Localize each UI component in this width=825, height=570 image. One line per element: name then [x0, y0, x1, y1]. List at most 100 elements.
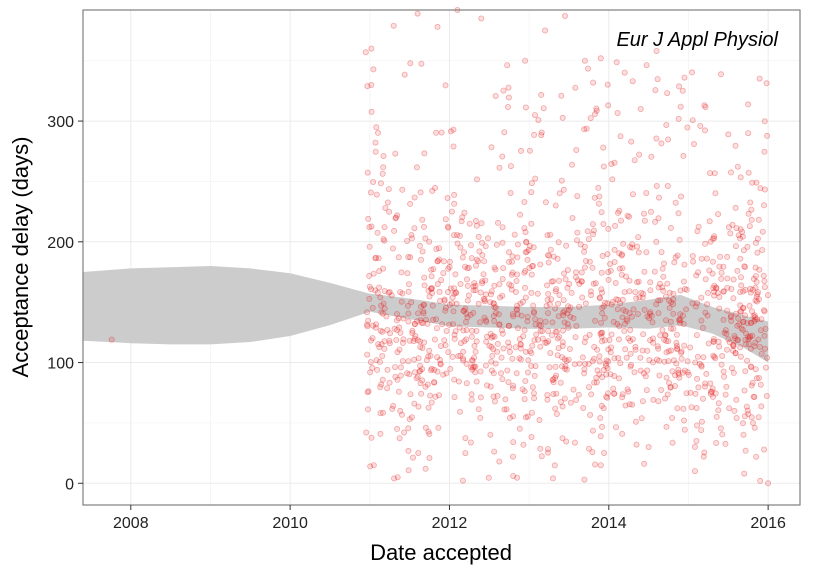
data-point [414, 337, 421, 344]
data-point [368, 108, 375, 115]
data-point [428, 266, 435, 273]
data-point [741, 263, 748, 270]
data-point [473, 327, 480, 334]
data-point [707, 388, 714, 395]
data-point [472, 363, 479, 370]
data-point [674, 346, 681, 353]
data-point [377, 327, 384, 334]
data-point [485, 474, 492, 481]
data-point [644, 347, 651, 354]
data-point [393, 336, 400, 343]
data-point [745, 341, 752, 348]
data-point [539, 335, 546, 342]
data-point [364, 83, 371, 90]
data-point [737, 226, 744, 233]
data-point [749, 332, 756, 339]
data-point [499, 275, 506, 282]
data-point [740, 304, 747, 311]
data-point [761, 278, 768, 285]
data-point [569, 214, 576, 221]
data-point [716, 305, 723, 312]
data-point [725, 336, 732, 343]
data-point [722, 440, 729, 447]
data-point [419, 320, 426, 327]
data-point [404, 302, 411, 309]
data-point [450, 232, 457, 239]
data-point [597, 433, 604, 440]
data-point [383, 313, 390, 320]
data-point [489, 333, 496, 340]
data-point [613, 296, 620, 303]
data-point [534, 336, 541, 343]
data-point [711, 288, 718, 295]
data-point [379, 310, 386, 317]
data-point [753, 179, 760, 186]
data-point [678, 193, 685, 200]
data-point [592, 280, 599, 287]
data-point [623, 354, 630, 361]
data-point [718, 71, 725, 78]
data-point [470, 283, 477, 290]
data-point [572, 274, 579, 281]
data-point [752, 297, 759, 304]
data-point [417, 317, 424, 324]
data-point [499, 376, 506, 383]
data-point [596, 295, 603, 302]
data-point [649, 319, 656, 326]
data-point [522, 249, 529, 256]
data-point [696, 360, 703, 367]
data-point [645, 443, 652, 450]
data-point [702, 127, 709, 134]
data-point [419, 216, 426, 223]
data-point [734, 337, 741, 344]
data-point [657, 297, 664, 304]
data-point [505, 322, 512, 329]
data-point [745, 130, 752, 137]
data-point [510, 313, 517, 320]
data-point [108, 336, 115, 343]
data-point [576, 303, 583, 310]
data-point [522, 377, 529, 384]
data-point [393, 310, 400, 317]
data-point [590, 280, 597, 287]
data-point [579, 294, 586, 301]
data-point [526, 264, 533, 271]
data-point [435, 424, 442, 431]
data-point [372, 287, 379, 294]
data-point [744, 407, 751, 414]
data-point [388, 292, 395, 299]
data-point [529, 342, 536, 349]
data-point [404, 237, 411, 244]
data-point [756, 296, 763, 303]
data-point [508, 258, 515, 265]
data-point [585, 236, 592, 243]
data-point [755, 289, 762, 296]
data-point [364, 169, 371, 176]
data-point [710, 338, 717, 345]
data-point [627, 337, 634, 344]
data-point [673, 339, 680, 346]
data-point [564, 284, 571, 291]
data-point [552, 288, 559, 295]
data-point [442, 307, 449, 314]
data-point [415, 355, 422, 362]
data-point [555, 345, 562, 352]
data-point [408, 231, 415, 238]
data-point [692, 303, 699, 310]
data-point [370, 178, 377, 185]
data-point [607, 349, 614, 356]
data-point [424, 320, 431, 327]
data-point [379, 328, 386, 335]
data-point [754, 249, 761, 256]
data-point [550, 379, 557, 386]
data-point [552, 405, 559, 412]
data-point [637, 354, 644, 361]
data-point [599, 423, 606, 430]
data-point [701, 102, 708, 109]
data-point [753, 375, 760, 382]
data-point [455, 378, 462, 385]
data-point [377, 384, 384, 391]
data-point [619, 296, 626, 303]
data-point [730, 343, 737, 350]
data-point [588, 391, 595, 398]
